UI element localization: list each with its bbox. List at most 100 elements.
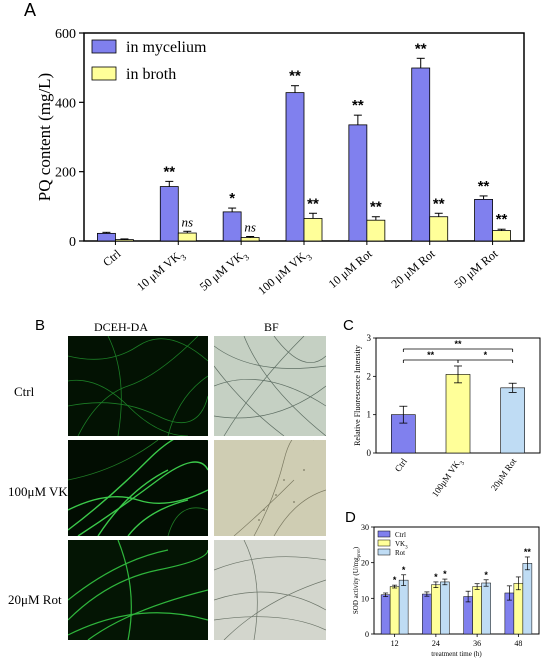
- significance-mark: **: [478, 178, 490, 195]
- y-axis-label: SOD activity (U/mgprot): [352, 546, 362, 614]
- bar: [472, 586, 482, 635]
- bar: [481, 582, 491, 635]
- bar: [513, 583, 524, 635]
- significance-mark: *: [484, 350, 488, 360]
- y-tick-label: 0: [367, 448, 372, 458]
- micrograph-dceh-ctrl: [68, 336, 208, 436]
- y-tick-label: 400: [55, 96, 76, 111]
- micrograph-bf-rot: [214, 540, 326, 640]
- micrograph-bf-ctrl: [214, 336, 326, 436]
- y-tick-label: 3: [367, 333, 372, 343]
- panel-label-d: D: [345, 509, 356, 526]
- significance-mark: **: [454, 339, 462, 349]
- y-tick-label: 0: [365, 630, 369, 639]
- row-label-rot: 20μM Rot: [8, 592, 62, 607]
- bar: [422, 593, 432, 635]
- bar: [348, 124, 368, 242]
- x-axis-label: treatment time (h): [431, 650, 482, 658]
- y-tick-label: 0: [69, 235, 76, 250]
- brightfield-fibers: [214, 540, 326, 640]
- legend-swatch: [377, 530, 391, 538]
- fluorescence-fibers: [68, 336, 208, 436]
- panel-label-a: A: [24, 0, 37, 20]
- brightfield-fibers: [233, 440, 326, 536]
- legend-swatch: [91, 39, 117, 54]
- significance-mark: ns: [182, 214, 194, 229]
- x-tick-label: 20μM Rot: [489, 456, 519, 493]
- significance-mark: **: [524, 547, 532, 557]
- significance-mark: **: [352, 97, 364, 114]
- bar: [522, 563, 533, 635]
- row-label-ctrl: Ctrl: [14, 384, 35, 399]
- bar: [431, 584, 441, 635]
- legend-label: in broth: [126, 66, 176, 83]
- significance-mark: **: [289, 68, 301, 85]
- significance-mark: **: [307, 195, 319, 212]
- y-tick-label: 2: [367, 371, 372, 381]
- x-tick-label: 12: [391, 639, 399, 648]
- significance-mark: **: [427, 350, 435, 360]
- x-tick-label: 100μM VK3: [430, 456, 466, 500]
- x-tick-label: 10 μM Rot: [326, 246, 376, 291]
- panel-label-c: C: [343, 317, 354, 334]
- micrograph-dceh-rot: [68, 540, 208, 640]
- y-tick-label: 20: [361, 559, 369, 568]
- significance-mark: *: [393, 575, 397, 585]
- fluorescence-fibers: [68, 440, 208, 536]
- significance-mark: *: [484, 570, 488, 580]
- significance-mark: **: [433, 195, 445, 212]
- legend-swatch: [377, 539, 391, 547]
- legend-label: Rot: [395, 549, 405, 557]
- y-tick-label: 10: [361, 594, 369, 603]
- x-tick-label: Ctrl: [393, 456, 410, 474]
- y-tick-label: 600: [55, 27, 76, 42]
- micrograph-bf-vk3: [214, 440, 326, 536]
- y-axis-label: PQ content (mg/L): [35, 73, 54, 201]
- bar: [398, 579, 409, 635]
- legend-swatch: [377, 548, 391, 556]
- row-label-vk3: 100μM VK3: [8, 484, 72, 502]
- col-header-dceh-da: DCEH-DA: [94, 320, 148, 334]
- bar: [445, 374, 471, 454]
- panel-label-b: B: [35, 317, 46, 334]
- bar: [474, 198, 493, 242]
- significance-mark: **: [370, 199, 382, 216]
- bar: [380, 594, 391, 635]
- significance-mark: **: [163, 163, 175, 180]
- bar: [411, 67, 431, 242]
- x-tick-label: 24: [432, 639, 440, 648]
- bar: [429, 216, 449, 242]
- significance-mark: *: [402, 565, 406, 575]
- significance-mark: *: [443, 569, 447, 579]
- bar: [500, 387, 525, 454]
- legend-label: in mycelium: [126, 39, 207, 56]
- chart-c: 0 1 2 3 Relative Fluorescence Intensity Ctrl 1…: [353, 333, 541, 500]
- bar: [366, 219, 386, 242]
- legend-label: VK3: [395, 540, 408, 550]
- y-tick-label: 30: [361, 523, 369, 532]
- fluorescence-fibers: [68, 540, 208, 640]
- row-label-vk3-main: 100μM VK: [8, 484, 68, 499]
- bar: [440, 581, 450, 635]
- significance-mark: **: [415, 40, 427, 57]
- legend-swatch: [91, 66, 117, 81]
- significance-mark: ns: [244, 219, 256, 234]
- x-tick-label: 36: [473, 639, 481, 648]
- significance-mark: **: [496, 211, 508, 228]
- x-tick-label: 50 μM Rot: [451, 246, 501, 291]
- y-axis-label: Relative Fluorescence Intensity: [353, 345, 362, 446]
- micrograph-dceh-vk3: [68, 440, 208, 536]
- plot-frame: [373, 526, 540, 635]
- legend-label: Ctrl: [395, 531, 406, 539]
- significance-mark: *: [229, 190, 235, 207]
- y-tick-label: 200: [55, 166, 76, 181]
- x-tick-label: 20 μM Rot: [388, 246, 438, 291]
- col-header-bf: BF: [264, 320, 279, 334]
- bar: [492, 230, 511, 242]
- micrograph-grid: DCEH-DA BF Ctrl 100μM VK3 20μM Rot: [8, 320, 326, 640]
- x-tick-label: 48: [514, 639, 522, 648]
- brightfield-fibers: [214, 336, 326, 436]
- y-tick-label: 1: [367, 410, 372, 420]
